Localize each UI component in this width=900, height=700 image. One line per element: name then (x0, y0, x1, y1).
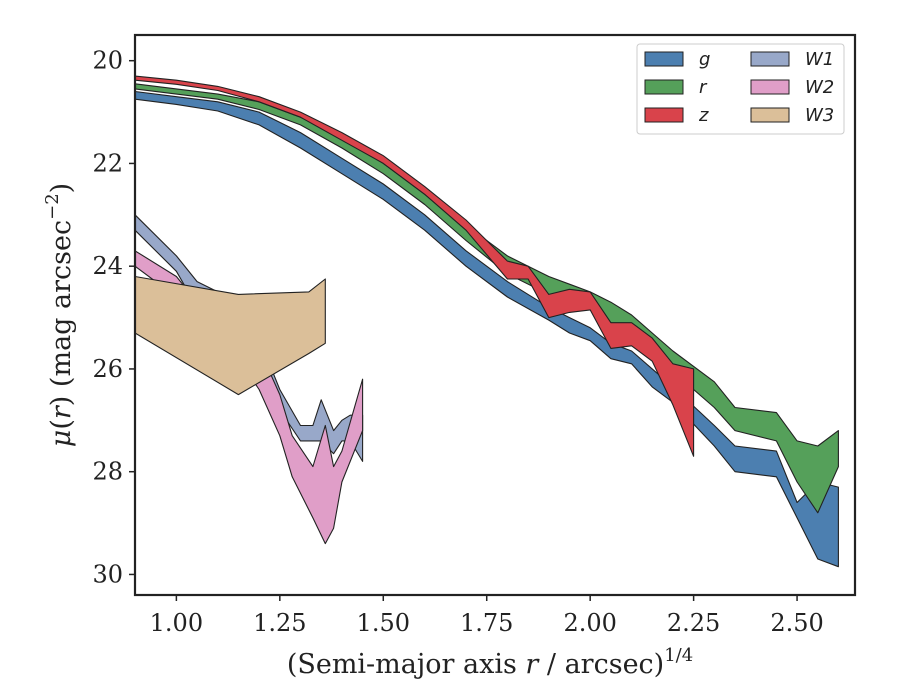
legend-box (636, 43, 845, 135)
legend-swatch-W2 (750, 79, 790, 95)
y-axis-label-unit: ) (mag arcsec (46, 220, 77, 406)
x-tick-label: 1.25 (253, 609, 306, 637)
legend-label-g: g (699, 49, 710, 70)
series-bands (135, 75, 839, 568)
y-axis-label-symbol: μ (46, 430, 77, 448)
y-tick-label: 30 (92, 560, 123, 588)
x-tick-label: 2.25 (667, 609, 720, 637)
y-axis-label-open-paren: ( (46, 419, 77, 430)
x-tick-label: 1.00 (150, 609, 203, 637)
legend-label-z: z (698, 105, 709, 126)
x-tick-label: 2.00 (563, 609, 616, 637)
x-axis-label: (Semi-major axis r / arcsec)1/4 (287, 645, 693, 680)
x-axis-label-prefix: (Semi-major axis (287, 649, 526, 680)
y-tick-label: 28 (92, 458, 123, 486)
legend: grz W1 W2 W3 (636, 43, 845, 135)
x-axis-label-unit: / arcsec) (538, 649, 664, 680)
band-z (135, 75, 695, 457)
legend-swatch-W3 (750, 107, 790, 123)
band-W3 (135, 275, 326, 396)
plot-frame (133, 33, 857, 597)
legend-label-W2: W2 (805, 77, 834, 98)
y-tick-label: 24 (92, 252, 123, 280)
legend-swatch-W1 (750, 51, 790, 67)
legend-label-W1: W1 (805, 49, 834, 70)
band-g (135, 90, 839, 568)
x-axis-label-variable: r (525, 649, 540, 680)
y-tick-label: 20 (92, 47, 123, 75)
x-axis-label-exponent: 1/4 (664, 645, 693, 666)
y-axis-label-exponent: −2 (42, 193, 63, 220)
y-axis-label: μ(r) (mag arcsec−2) (42, 183, 77, 447)
legend-label-W3: W3 (805, 105, 834, 126)
legend-label-r: r (699, 77, 708, 98)
y-axis-label-close-paren: ) (46, 183, 77, 194)
legend-swatch-r (644, 79, 684, 95)
legend-swatch-z (644, 107, 684, 123)
x-tick-label: 1.50 (357, 609, 410, 637)
y-axis-label-variable: r (46, 404, 77, 419)
y-tick-label: 26 (92, 355, 123, 383)
x-axis: 1.00 1.25 1.50 1.75 2.00 2.25 2.50 (150, 595, 824, 637)
legend-swatch-g (644, 51, 684, 67)
x-tick-label: 2.50 (770, 609, 823, 637)
x-tick-label: 1.75 (460, 609, 513, 637)
y-tick-label: 22 (92, 149, 123, 177)
y-axis: 20 22 24 26 28 30 (92, 47, 135, 588)
